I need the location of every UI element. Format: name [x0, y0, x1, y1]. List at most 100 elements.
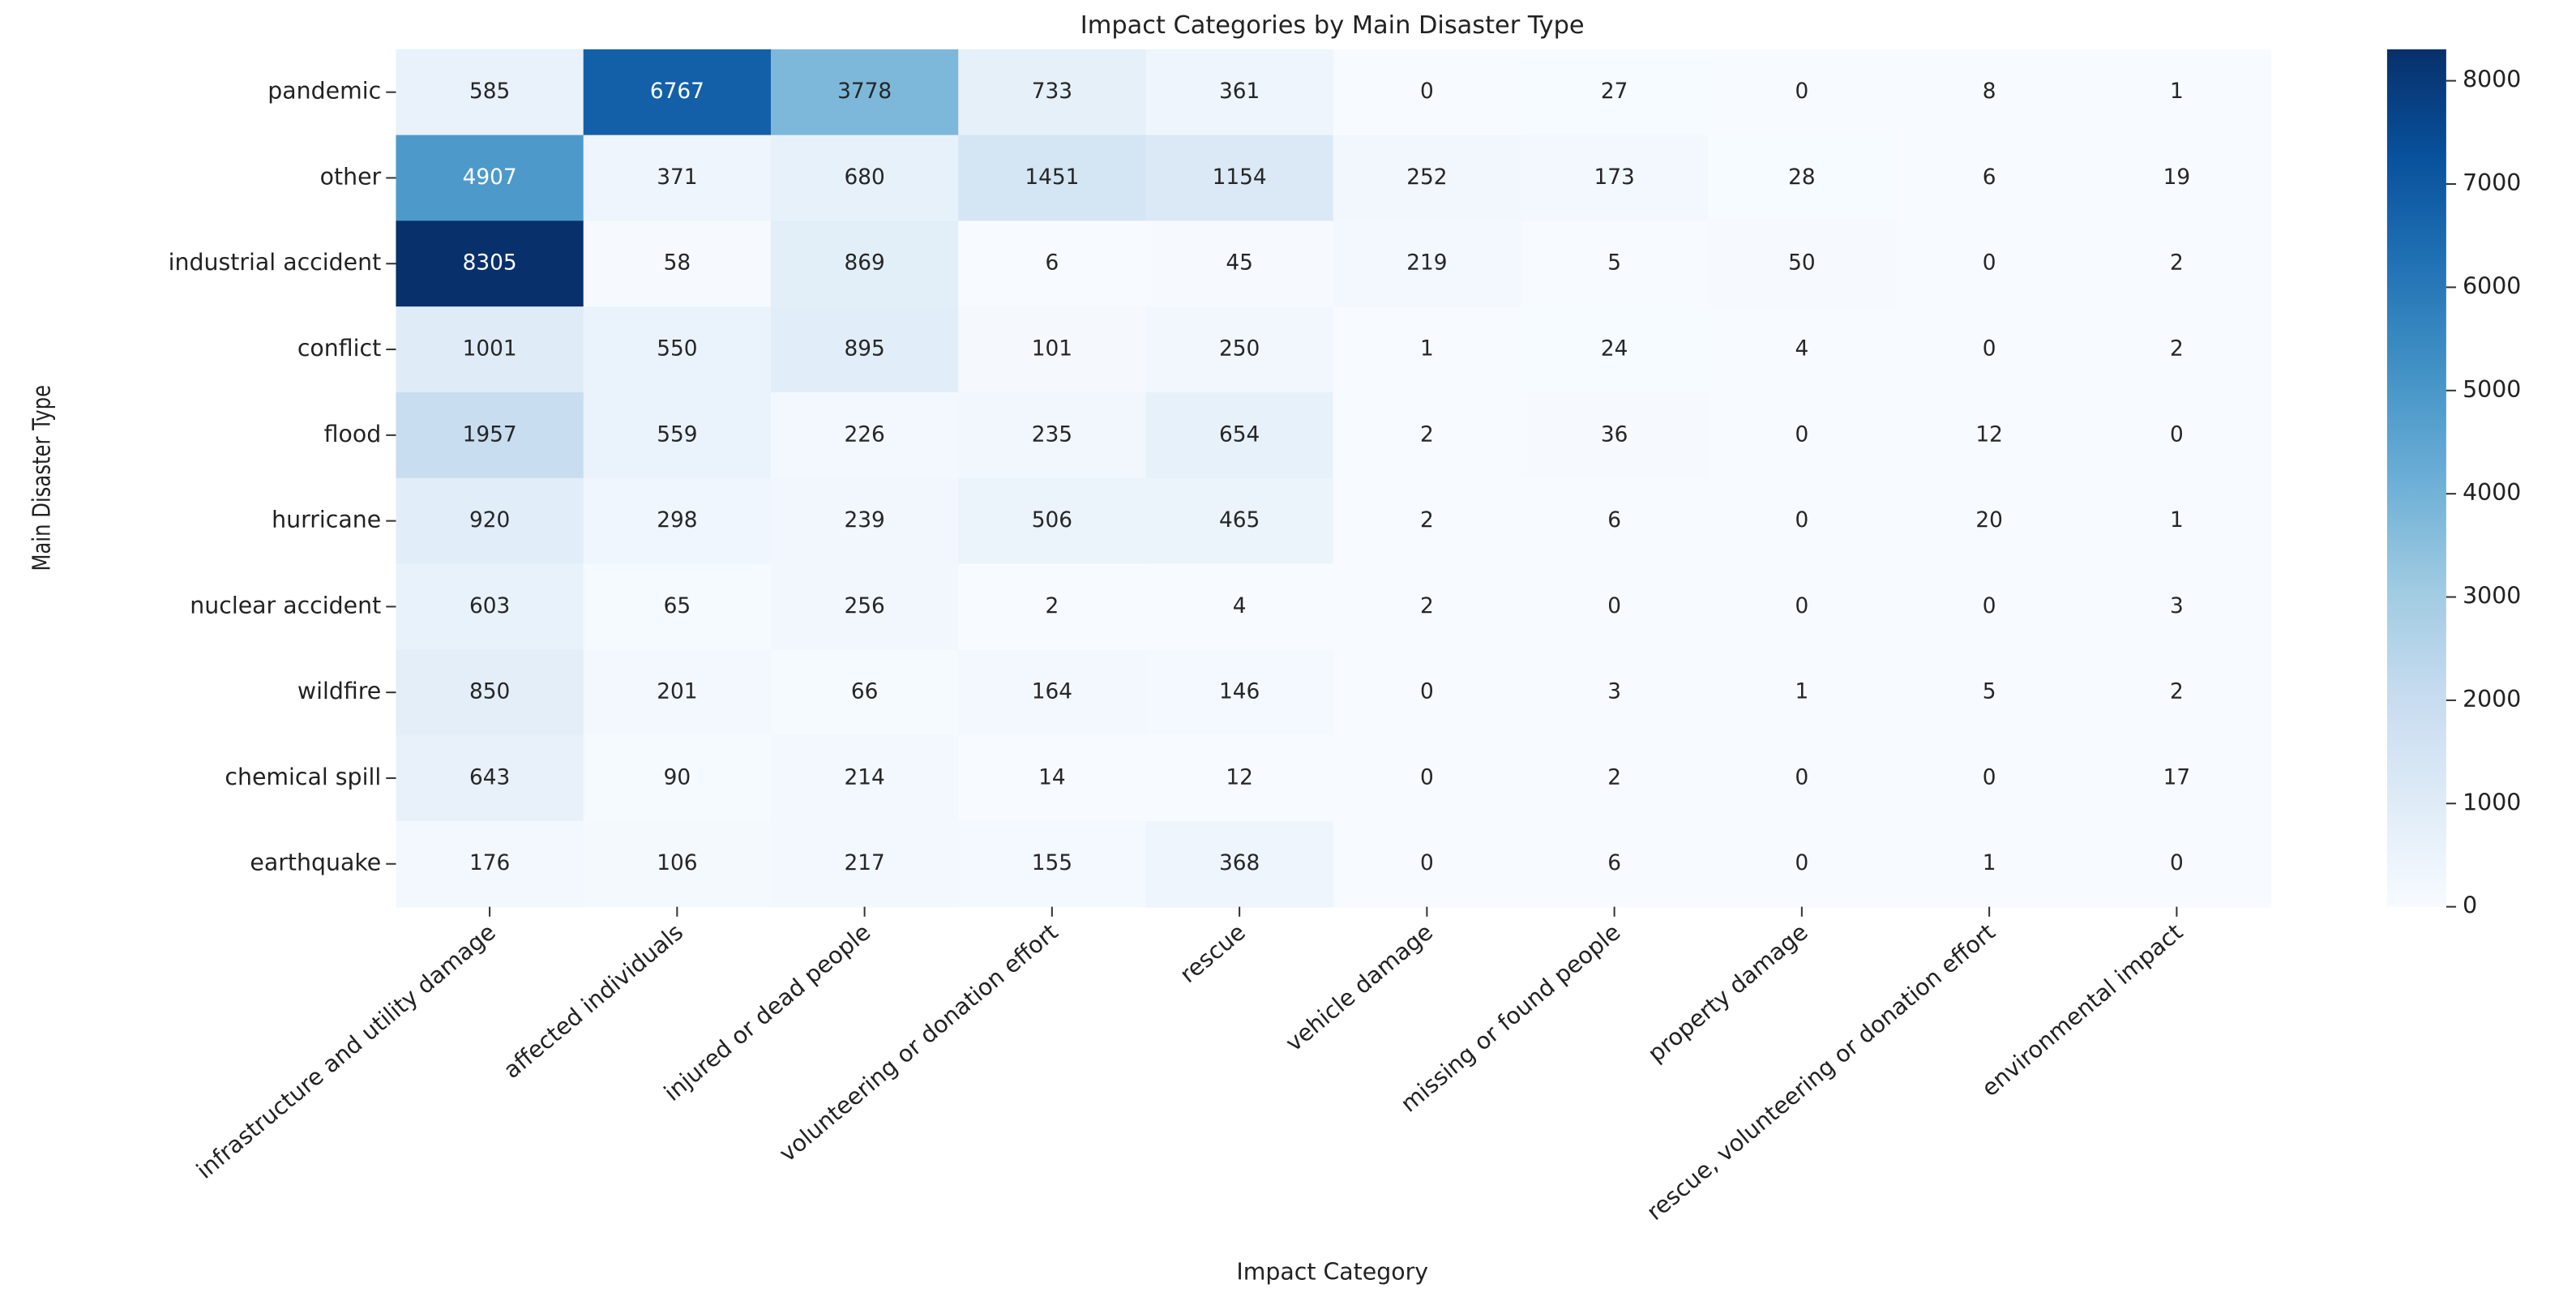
cell-label: 603 [469, 594, 510, 618]
heatmap-cell [1895, 563, 2084, 651]
heatmap-cell [1895, 820, 2084, 908]
heatmap-cell [1333, 735, 1522, 822]
cell-label: 28 [1788, 165, 1816, 190]
heatmap-cell [2082, 306, 2272, 393]
heatmap-cell [1708, 735, 1897, 822]
colorbar-tick-label: 5000 [2463, 376, 2521, 403]
cell-label: 217 [844, 851, 884, 875]
cell-label: 4 [1795, 337, 1808, 362]
heatmap-cell [1333, 220, 1522, 308]
cell-label: 0 [1795, 508, 1808, 533]
cell-label: 164 [1032, 680, 1072, 704]
cell-label: 12 [1226, 765, 1253, 790]
y-tick-label: flood [324, 421, 382, 447]
heatmap-cell [958, 735, 1147, 822]
heatmap-cell [583, 563, 772, 651]
cell-label: 361 [1219, 79, 1260, 104]
cell-label: 214 [844, 765, 884, 790]
cell-label: 1 [1795, 680, 1808, 704]
heatmap-cell [1895, 649, 2084, 737]
heatmap-cell [1145, 563, 1334, 651]
heatmap-cell [396, 49, 584, 136]
heatmap-cell [770, 306, 960, 393]
cell-label: 6767 [650, 79, 704, 104]
heatmap-cell [1520, 735, 1709, 822]
x-tick-label: rescue, volunteering or donation effort [1641, 918, 2000, 1226]
heatmap-cell [1333, 306, 1522, 393]
cell-label: 235 [1032, 422, 1072, 447]
heatmap-cell [1895, 735, 2084, 822]
cell-label: 1 [1420, 337, 1434, 362]
heatmap-cell [1708, 563, 1897, 651]
heatmap-cell [2082, 220, 2272, 308]
cell-label: 14 [1038, 765, 1066, 790]
heatmap-cell [1895, 477, 2084, 565]
cell-label: 2 [1420, 508, 1434, 533]
cell-label: 1001 [463, 337, 517, 362]
heatmap-cell [1145, 649, 1334, 737]
heatmap-cell [583, 477, 772, 565]
cell-label: 256 [844, 594, 884, 618]
heatmap-cell [958, 649, 1147, 737]
heatmap-cell [1708, 220, 1897, 308]
heatmap-cell [583, 735, 772, 822]
cell-label: 66 [851, 680, 879, 704]
cell-label: 0 [1795, 79, 1808, 104]
heatmap-cell [1708, 49, 1897, 136]
heatmap-cell [396, 563, 584, 651]
cell-label: 920 [469, 508, 510, 533]
heatmap-cell [770, 477, 960, 565]
heatmap-cell [583, 49, 772, 136]
heatmap-cell [583, 306, 772, 393]
heatmap-cell [1895, 135, 2084, 222]
colorbar-tick-label: 6000 [2463, 272, 2521, 299]
cell-label: 50 [1788, 251, 1816, 276]
heatmap-cell [1520, 820, 1709, 908]
heatmap-cell [1333, 563, 1522, 651]
cell-label: 506 [1032, 508, 1072, 533]
colorbar-tick-label: 2000 [2463, 686, 2521, 713]
cell-label: 106 [657, 851, 697, 875]
colorbar-tick-label: 3000 [2463, 583, 2521, 610]
cell-label: 219 [1406, 251, 1447, 276]
cell-label: 3 [2170, 594, 2184, 618]
y-tick-label: conflict [297, 335, 381, 362]
heatmap-cell [1708, 135, 1897, 222]
cell-label: 1 [2170, 508, 2184, 533]
heatmap-cell [1895, 392, 2084, 479]
cell-label: 0 [1795, 765, 1808, 790]
heatmap-cell [2082, 135, 2272, 222]
cell-label: 2 [2170, 337, 2184, 362]
cell-label: 176 [469, 851, 510, 875]
heatmap-cell [1520, 477, 1709, 565]
cell-label: 2 [1045, 594, 1059, 618]
x-tick-label: injured or dead people [659, 918, 875, 1106]
cell-label: 6 [1607, 851, 1621, 875]
cell-label: 298 [657, 508, 697, 533]
cell-label: 17 [2163, 765, 2191, 790]
x-tick-label: property damage [1643, 918, 1813, 1068]
x-axis-label: Impact Category [1236, 1259, 1428, 1286]
heatmap-cell [396, 135, 584, 222]
cell-label: 371 [657, 165, 697, 190]
heatmap-cell [1708, 477, 1897, 565]
heatmap-cell [1895, 49, 2084, 136]
heatmap-cell [396, 220, 584, 308]
heatmap-cell [2082, 392, 2272, 479]
cell-label: 0 [1983, 765, 1996, 790]
heatmap-cell [958, 135, 1147, 222]
heatmap-cell [770, 49, 960, 136]
heatmap-cell [2082, 563, 2272, 651]
heatmap-cell [958, 220, 1147, 308]
cell-label: 0 [1795, 422, 1808, 447]
cell-label: 465 [1219, 508, 1260, 533]
heatmap-cell [770, 820, 960, 908]
heatmap-cell [1520, 49, 1709, 136]
x-tick-label: missing or found people [1396, 918, 1626, 1117]
cell-label: 1154 [1213, 165, 1267, 190]
heatmap-cell [396, 649, 584, 737]
cell-label: 201 [657, 680, 697, 704]
heatmap-cell [2082, 49, 2272, 136]
heatmap-cell [1333, 649, 1522, 737]
y-tick-label: industrial accident [169, 249, 382, 276]
